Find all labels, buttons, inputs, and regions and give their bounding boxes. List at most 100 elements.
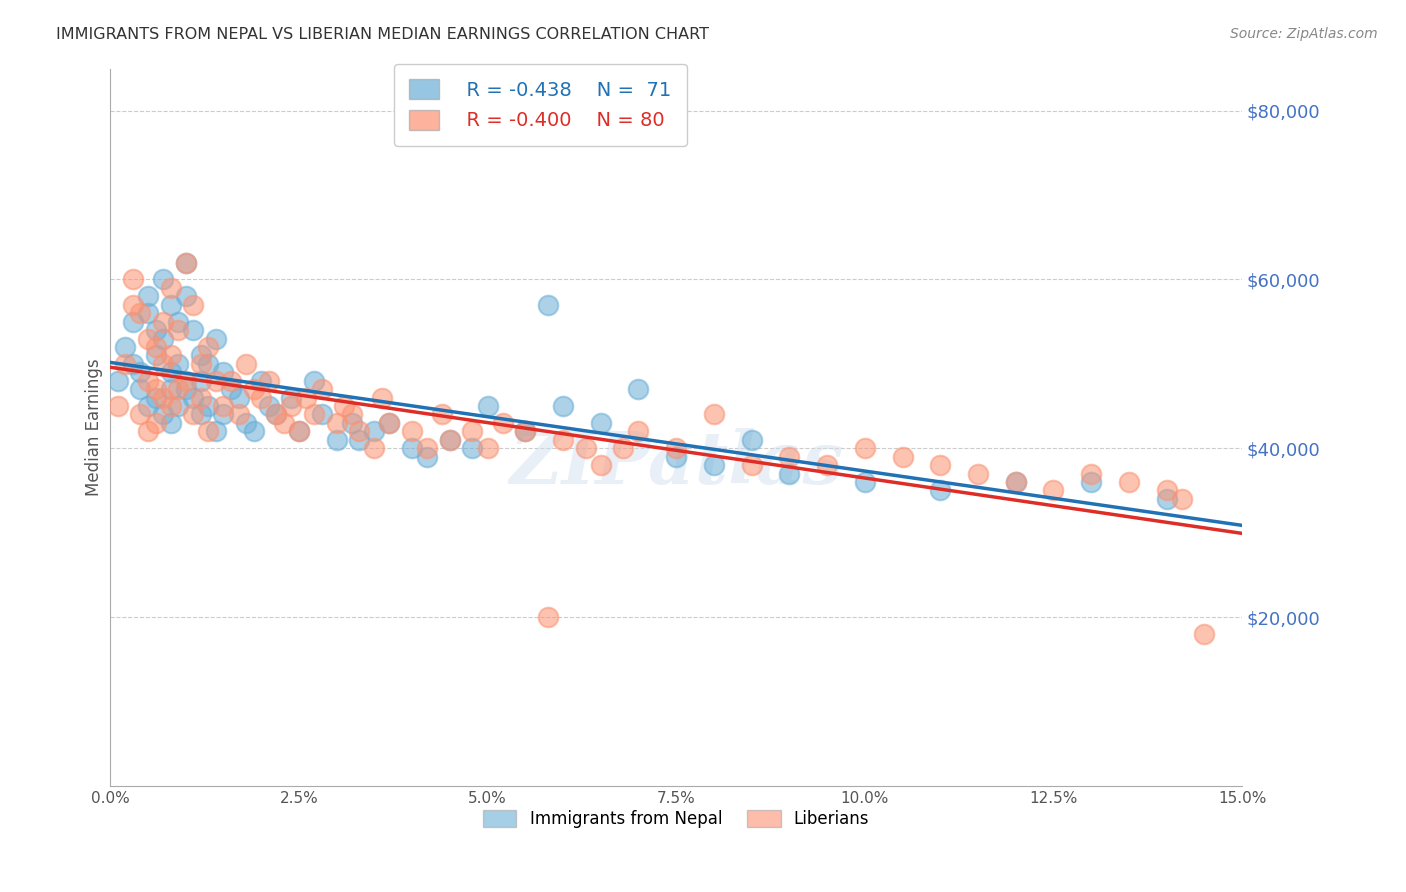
Point: [197, 399, 219, 413]
Text: Source: ZipAtlas.com: Source: ZipAtlas.com: [1230, 27, 1378, 41]
Point: [537, 298, 560, 312]
Point: [1042, 483, 1064, 498]
Point: [136, 306, 159, 320]
Point: [122, 357, 145, 371]
Point: [311, 408, 333, 422]
Point: [152, 391, 174, 405]
Point: [212, 399, 235, 413]
Point: [152, 272, 174, 286]
Point: [228, 408, 250, 422]
Point: [136, 399, 159, 413]
Point: [349, 425, 371, 439]
Point: [295, 391, 318, 405]
Point: [129, 306, 152, 320]
Point: [589, 458, 612, 472]
Text: ZIPatlas: ZIPatlas: [509, 427, 844, 499]
Point: [432, 408, 454, 422]
Point: [235, 357, 257, 371]
Y-axis label: Median Earnings: Median Earnings: [86, 359, 103, 496]
Point: [741, 433, 763, 447]
Point: [665, 450, 688, 464]
Point: [401, 442, 423, 456]
Point: [174, 255, 197, 269]
Point: [174, 382, 197, 396]
Point: [461, 442, 484, 456]
Point: [242, 382, 264, 396]
Point: [145, 340, 167, 354]
Point: [929, 483, 952, 498]
Point: [114, 357, 136, 371]
Point: [257, 374, 280, 388]
Point: [152, 315, 174, 329]
Point: [181, 323, 204, 337]
Point: [967, 467, 990, 481]
Point: [174, 374, 197, 388]
Point: [190, 374, 212, 388]
Point: [242, 425, 264, 439]
Point: [665, 442, 688, 456]
Point: [159, 399, 181, 413]
Point: [280, 391, 302, 405]
Point: [136, 332, 159, 346]
Point: [401, 425, 423, 439]
Point: [136, 289, 159, 303]
Point: [167, 315, 190, 329]
Point: [461, 425, 484, 439]
Point: [363, 425, 385, 439]
Point: [264, 408, 287, 422]
Point: [219, 382, 242, 396]
Point: [1118, 475, 1140, 489]
Point: [929, 458, 952, 472]
Point: [181, 298, 204, 312]
Point: [174, 289, 197, 303]
Point: [235, 416, 257, 430]
Point: [575, 442, 598, 456]
Point: [302, 374, 325, 388]
Point: [152, 408, 174, 422]
Point: [612, 442, 634, 456]
Point: [205, 332, 228, 346]
Point: [190, 391, 212, 405]
Point: [778, 450, 800, 464]
Point: [219, 374, 242, 388]
Point: [167, 382, 190, 396]
Point: [1156, 491, 1178, 506]
Point: [1194, 627, 1216, 641]
Point: [551, 433, 574, 447]
Point: [288, 425, 311, 439]
Point: [815, 458, 838, 472]
Point: [129, 408, 152, 422]
Point: [152, 332, 174, 346]
Point: [145, 382, 167, 396]
Point: [589, 416, 612, 430]
Point: [325, 416, 347, 430]
Point: [891, 450, 914, 464]
Point: [159, 365, 181, 379]
Point: [1080, 475, 1102, 489]
Point: [1080, 467, 1102, 481]
Point: [136, 374, 159, 388]
Point: [122, 315, 145, 329]
Point: [212, 408, 235, 422]
Legend: Immigrants from Nepal, Liberians: Immigrants from Nepal, Liberians: [477, 804, 876, 835]
Point: [439, 433, 461, 447]
Point: [174, 255, 197, 269]
Point: [122, 298, 145, 312]
Point: [197, 425, 219, 439]
Point: [159, 382, 181, 396]
Point: [129, 365, 152, 379]
Point: [167, 357, 190, 371]
Point: [302, 408, 325, 422]
Point: [190, 357, 212, 371]
Point: [159, 298, 181, 312]
Point: [515, 425, 537, 439]
Point: [340, 416, 363, 430]
Point: [228, 391, 250, 405]
Point: [491, 416, 513, 430]
Point: [378, 416, 401, 430]
Text: IMMIGRANTS FROM NEPAL VS LIBERIAN MEDIAN EARNINGS CORRELATION CHART: IMMIGRANTS FROM NEPAL VS LIBERIAN MEDIAN…: [56, 27, 709, 42]
Point: [159, 281, 181, 295]
Point: [197, 357, 219, 371]
Point: [264, 408, 287, 422]
Point: [371, 391, 394, 405]
